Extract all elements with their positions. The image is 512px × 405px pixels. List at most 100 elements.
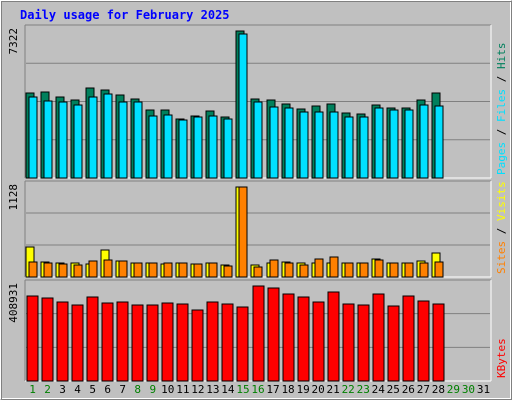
day-label-5: 5 bbox=[89, 383, 96, 396]
bar-kbytes-day-7 bbox=[116, 301, 129, 382]
bar-kbytes-day-12 bbox=[191, 309, 204, 382]
bar-sites-day-21 bbox=[329, 256, 339, 278]
legend-separator: / bbox=[495, 122, 508, 142]
bar-sites-day-6 bbox=[103, 259, 113, 278]
bar-kbytes-day-13 bbox=[206, 301, 219, 382]
bar-sites-day-5 bbox=[88, 260, 98, 278]
bar-files-day-10 bbox=[163, 114, 173, 179]
day-label-28: 28 bbox=[432, 383, 445, 396]
bar-sites-day-13 bbox=[208, 262, 218, 278]
day-label-26: 26 bbox=[402, 383, 415, 396]
bar-files-day-17 bbox=[269, 106, 279, 179]
bar-files-day-1 bbox=[28, 96, 38, 179]
bar-kbytes-day-14 bbox=[221, 303, 234, 382]
bar-kbytes-day-11 bbox=[176, 303, 189, 382]
day-label-19: 19 bbox=[296, 383, 309, 396]
bar-sites-day-24 bbox=[374, 259, 384, 278]
bar-files-day-25 bbox=[389, 109, 399, 179]
day-label-22: 22 bbox=[342, 383, 355, 396]
bar-files-day-3 bbox=[58, 101, 68, 179]
day-label-8: 8 bbox=[134, 383, 141, 396]
bar-sites-day-20 bbox=[314, 258, 324, 278]
day-label-15: 15 bbox=[236, 383, 249, 396]
day-label-2: 2 bbox=[44, 383, 51, 396]
bar-kbytes-day-18 bbox=[282, 293, 295, 382]
bar-files-day-18 bbox=[284, 107, 294, 179]
day-label-1: 1 bbox=[29, 383, 36, 396]
legend-separator: / bbox=[495, 221, 508, 241]
bar-sites-day-2 bbox=[43, 262, 53, 278]
bar-sites-day-4 bbox=[73, 264, 83, 278]
day-label-18: 18 bbox=[281, 383, 294, 396]
legend-entry: Visits bbox=[495, 181, 508, 221]
bar-files-day-7 bbox=[118, 101, 128, 179]
day-label-30: 30 bbox=[462, 383, 475, 396]
bar-kbytes-day-20 bbox=[312, 301, 325, 382]
bar-sites-day-17 bbox=[269, 259, 279, 278]
bar-files-day-14 bbox=[223, 118, 233, 179]
day-label-16: 16 bbox=[251, 383, 264, 396]
bar-sites-day-9 bbox=[148, 262, 158, 278]
bar-kbytes-day-21 bbox=[327, 291, 340, 382]
bar-files-day-22 bbox=[344, 116, 354, 179]
bar-sites-day-23 bbox=[359, 262, 369, 278]
y-max-label: 1128 bbox=[7, 184, 20, 211]
bar-files-day-2 bbox=[43, 100, 53, 179]
legend-entry: Sites bbox=[495, 241, 508, 274]
legend-separator: / bbox=[495, 69, 508, 89]
bar-kbytes-day-19 bbox=[297, 296, 310, 382]
bar-sites-day-8 bbox=[133, 262, 143, 278]
bar-sites-day-25 bbox=[389, 262, 399, 278]
day-label-13: 13 bbox=[206, 383, 219, 396]
bar-files-day-24 bbox=[374, 107, 384, 179]
legend-entry: Hits bbox=[495, 43, 508, 70]
day-label-31: 31 bbox=[477, 383, 490, 396]
bar-kbytes-day-10 bbox=[161, 302, 174, 382]
day-label-23: 23 bbox=[357, 383, 370, 396]
bar-files-day-16 bbox=[253, 101, 263, 179]
bar-files-day-4 bbox=[73, 104, 83, 179]
day-label-7: 7 bbox=[119, 383, 126, 396]
bar-kbytes-day-8 bbox=[131, 304, 144, 382]
bar-sites-day-11 bbox=[178, 262, 188, 278]
panel-visits-sites: 1128 Sites / Visits bbox=[7, 180, 508, 278]
bar-kbytes-day-27 bbox=[417, 300, 430, 382]
legend-kbytes: KBytes bbox=[495, 338, 508, 378]
bar-kbytes-day-28 bbox=[432, 303, 445, 382]
day-label-11: 11 bbox=[176, 383, 189, 396]
bar-sites-day-1 bbox=[28, 261, 38, 278]
bar-kbytes-day-22 bbox=[342, 303, 355, 382]
bar-files-day-11 bbox=[178, 119, 188, 179]
bar-sites-day-14 bbox=[223, 265, 233, 278]
day-label-3: 3 bbox=[59, 383, 66, 396]
panel-kbytes: 408931 KBytes bbox=[7, 279, 508, 382]
bar-files-day-21 bbox=[329, 111, 339, 179]
bar-sites-day-19 bbox=[299, 264, 309, 278]
chart-panels: 7322 Pages / Files / Hits 1128 Sites / Visi… bbox=[7, 24, 508, 382]
bar-sites-day-18 bbox=[284, 262, 294, 278]
day-label-14: 14 bbox=[221, 383, 235, 396]
day-label-21: 21 bbox=[327, 383, 340, 396]
y-max-label: 408931 bbox=[7, 283, 20, 323]
bar-files-day-9 bbox=[148, 115, 158, 179]
bar-files-day-13 bbox=[208, 115, 218, 179]
bar-sites-day-16 bbox=[253, 266, 263, 278]
day-label-17: 17 bbox=[266, 383, 279, 396]
day-label-29: 29 bbox=[447, 383, 460, 396]
bar-kbytes-day-5 bbox=[86, 296, 99, 382]
bar-sites-day-26 bbox=[404, 262, 414, 278]
bar-kbytes-day-9 bbox=[146, 304, 159, 382]
bar-files-day-6 bbox=[103, 93, 113, 179]
bar-files-day-20 bbox=[314, 111, 324, 179]
day-label-9: 9 bbox=[149, 383, 156, 396]
bar-kbytes-day-23 bbox=[357, 304, 370, 382]
panel-hits-files: 7322 Pages / Files / Hits bbox=[7, 24, 508, 179]
day-label-10: 10 bbox=[161, 383, 174, 396]
day-label-4: 4 bbox=[74, 383, 81, 396]
chart-title: Daily usage for February 2025 bbox=[20, 8, 230, 22]
legend-visits-sites: Sites / Visits bbox=[495, 181, 508, 274]
bar-kbytes-day-4 bbox=[71, 304, 84, 382]
bar-kbytes-day-1 bbox=[26, 295, 39, 382]
bar-files-day-27 bbox=[419, 104, 429, 179]
